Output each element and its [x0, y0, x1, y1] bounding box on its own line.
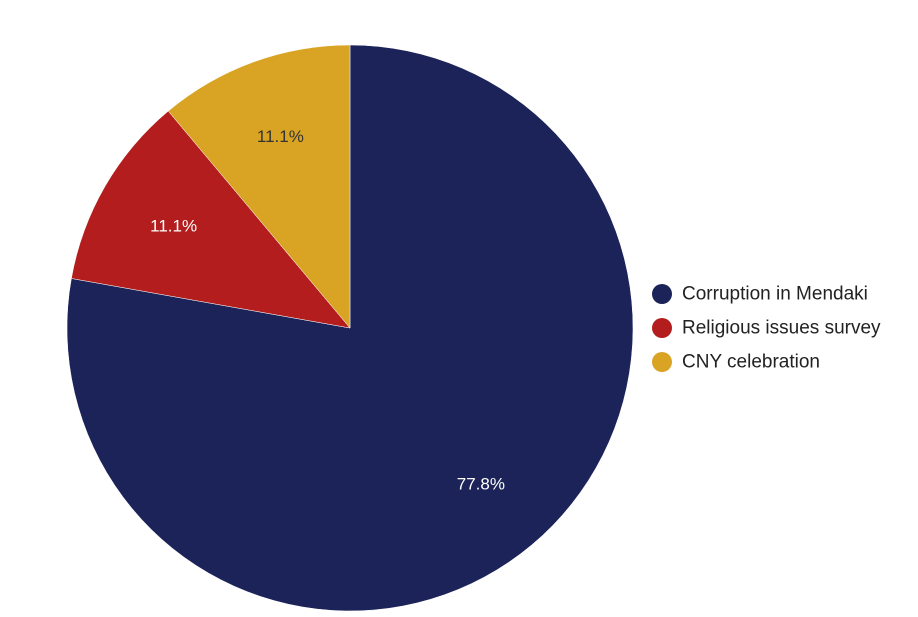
legend: Corruption in Mendaki Religious issues su… — [652, 284, 881, 373]
legend-swatch-religious-issues-survey — [652, 318, 672, 338]
legend-label-religious-issues-survey: Religious issues survey — [682, 318, 881, 339]
legend-swatch-cny-celebration — [652, 352, 672, 372]
legend-swatch-corruption-in-mendaki — [652, 284, 672, 304]
pie-slices — [66, 44, 634, 612]
legend-label-corruption-in-mendaki: Corruption in Mendaki — [682, 284, 868, 305]
pie-slice-religious-issues-survey — [71, 110, 351, 329]
legend-label-cny-celebration: CNY celebration — [682, 352, 820, 373]
slice-value-label-corruption-in-mendaki: 77.8% — [457, 475, 505, 494]
pie-slice-cny-celebration — [167, 44, 351, 329]
slice-value-label-religious-issues-survey: 11.1% — [150, 216, 197, 235]
slice-value-label-cny-celebration: 11.1% — [257, 127, 304, 146]
slice-labels: 77.8% 11.1% 11.1% — [150, 127, 505, 494]
